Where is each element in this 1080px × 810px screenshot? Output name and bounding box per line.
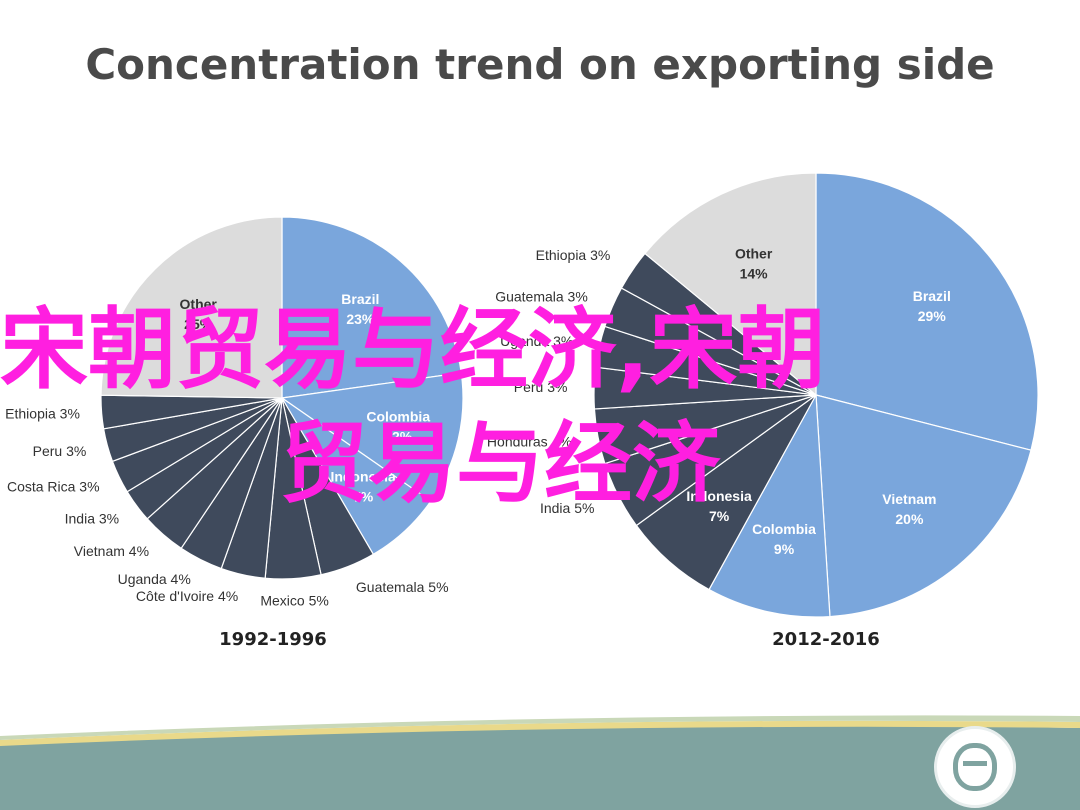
slice-value-label: 25% (184, 316, 213, 332)
slice-label: Uganda 3% (500, 333, 573, 349)
slide-title: Concentration trend on exporting side (85, 40, 995, 89)
slice-value-label: 12% (384, 429, 413, 445)
slice-label: Guatemala 5% (356, 579, 449, 595)
slice-brazil (281, 216, 462, 399)
slice-label: Guatemala 3% (495, 288, 588, 304)
pie-chart-1992-1996: Brazil 23% Colombia 12% Indonesia 7% Guatemala… (5, 216, 464, 650)
period-label: 2012-2016 (772, 629, 880, 650)
slice-label: Vietnam 4% (74, 543, 149, 559)
slice-label: Peru 3% (33, 443, 87, 459)
slice-label: Costa Rica 3% (7, 478, 100, 494)
slice-label: India 5% (540, 500, 594, 516)
slice-colombia (280, 372, 464, 503)
slice-value-label: 7% (353, 489, 374, 505)
slice-value-label: 7% (709, 508, 730, 524)
slice-label: Brazil (913, 288, 951, 304)
slice-brazil (815, 172, 1039, 451)
slice-label: Mexico 5% (260, 592, 328, 608)
slice-label: Vietnam (882, 491, 936, 507)
slice-colombia (708, 392, 831, 618)
slice-label: Indonesia (686, 488, 752, 504)
slice-label: Côte d'Ivoire 4% (136, 588, 238, 604)
slice-label: Indonesia (330, 469, 396, 485)
logo (934, 726, 1016, 808)
slice-value-label: 20% (895, 511, 924, 527)
slice-label: Other (180, 296, 218, 312)
watermark-line-1: 宋朝贸易与经济,宋朝 (0, 298, 826, 401)
slice-label: Honduras 4% (487, 434, 572, 450)
slice-label: India 3% (65, 511, 119, 527)
logo-ring (953, 743, 997, 791)
slice-value-label: 23% (346, 311, 375, 327)
watermark-line-2: 贸易与经济 (280, 412, 721, 515)
slice-value-label: 14% (740, 265, 769, 281)
slice-label: Ethiopia 3% (536, 247, 611, 263)
slice-label: Peru 3% (514, 379, 568, 395)
slice-label: Other (735, 245, 773, 261)
slice-label: Colombia (366, 409, 430, 425)
slice-value-label: 29% (918, 308, 947, 324)
slice-label: Ethiopia 3% (5, 406, 80, 422)
slice-vietnam (815, 394, 1032, 618)
pie-chart-2012-2016: Brazil 29% Vietnam 20% Colombia 9% Indonesia 7%… (487, 172, 1039, 650)
slice-other (100, 216, 283, 399)
slice-label: Colombia (752, 521, 816, 537)
slice-label: Brazil (341, 291, 379, 307)
slice-label: Uganda 4% (118, 571, 191, 587)
slice-other (644, 172, 817, 397)
slice-value-label: 9% (774, 541, 795, 557)
logo-bar (963, 761, 987, 766)
period-label: 1992-1996 (219, 629, 327, 650)
footer-band (0, 715, 1080, 810)
